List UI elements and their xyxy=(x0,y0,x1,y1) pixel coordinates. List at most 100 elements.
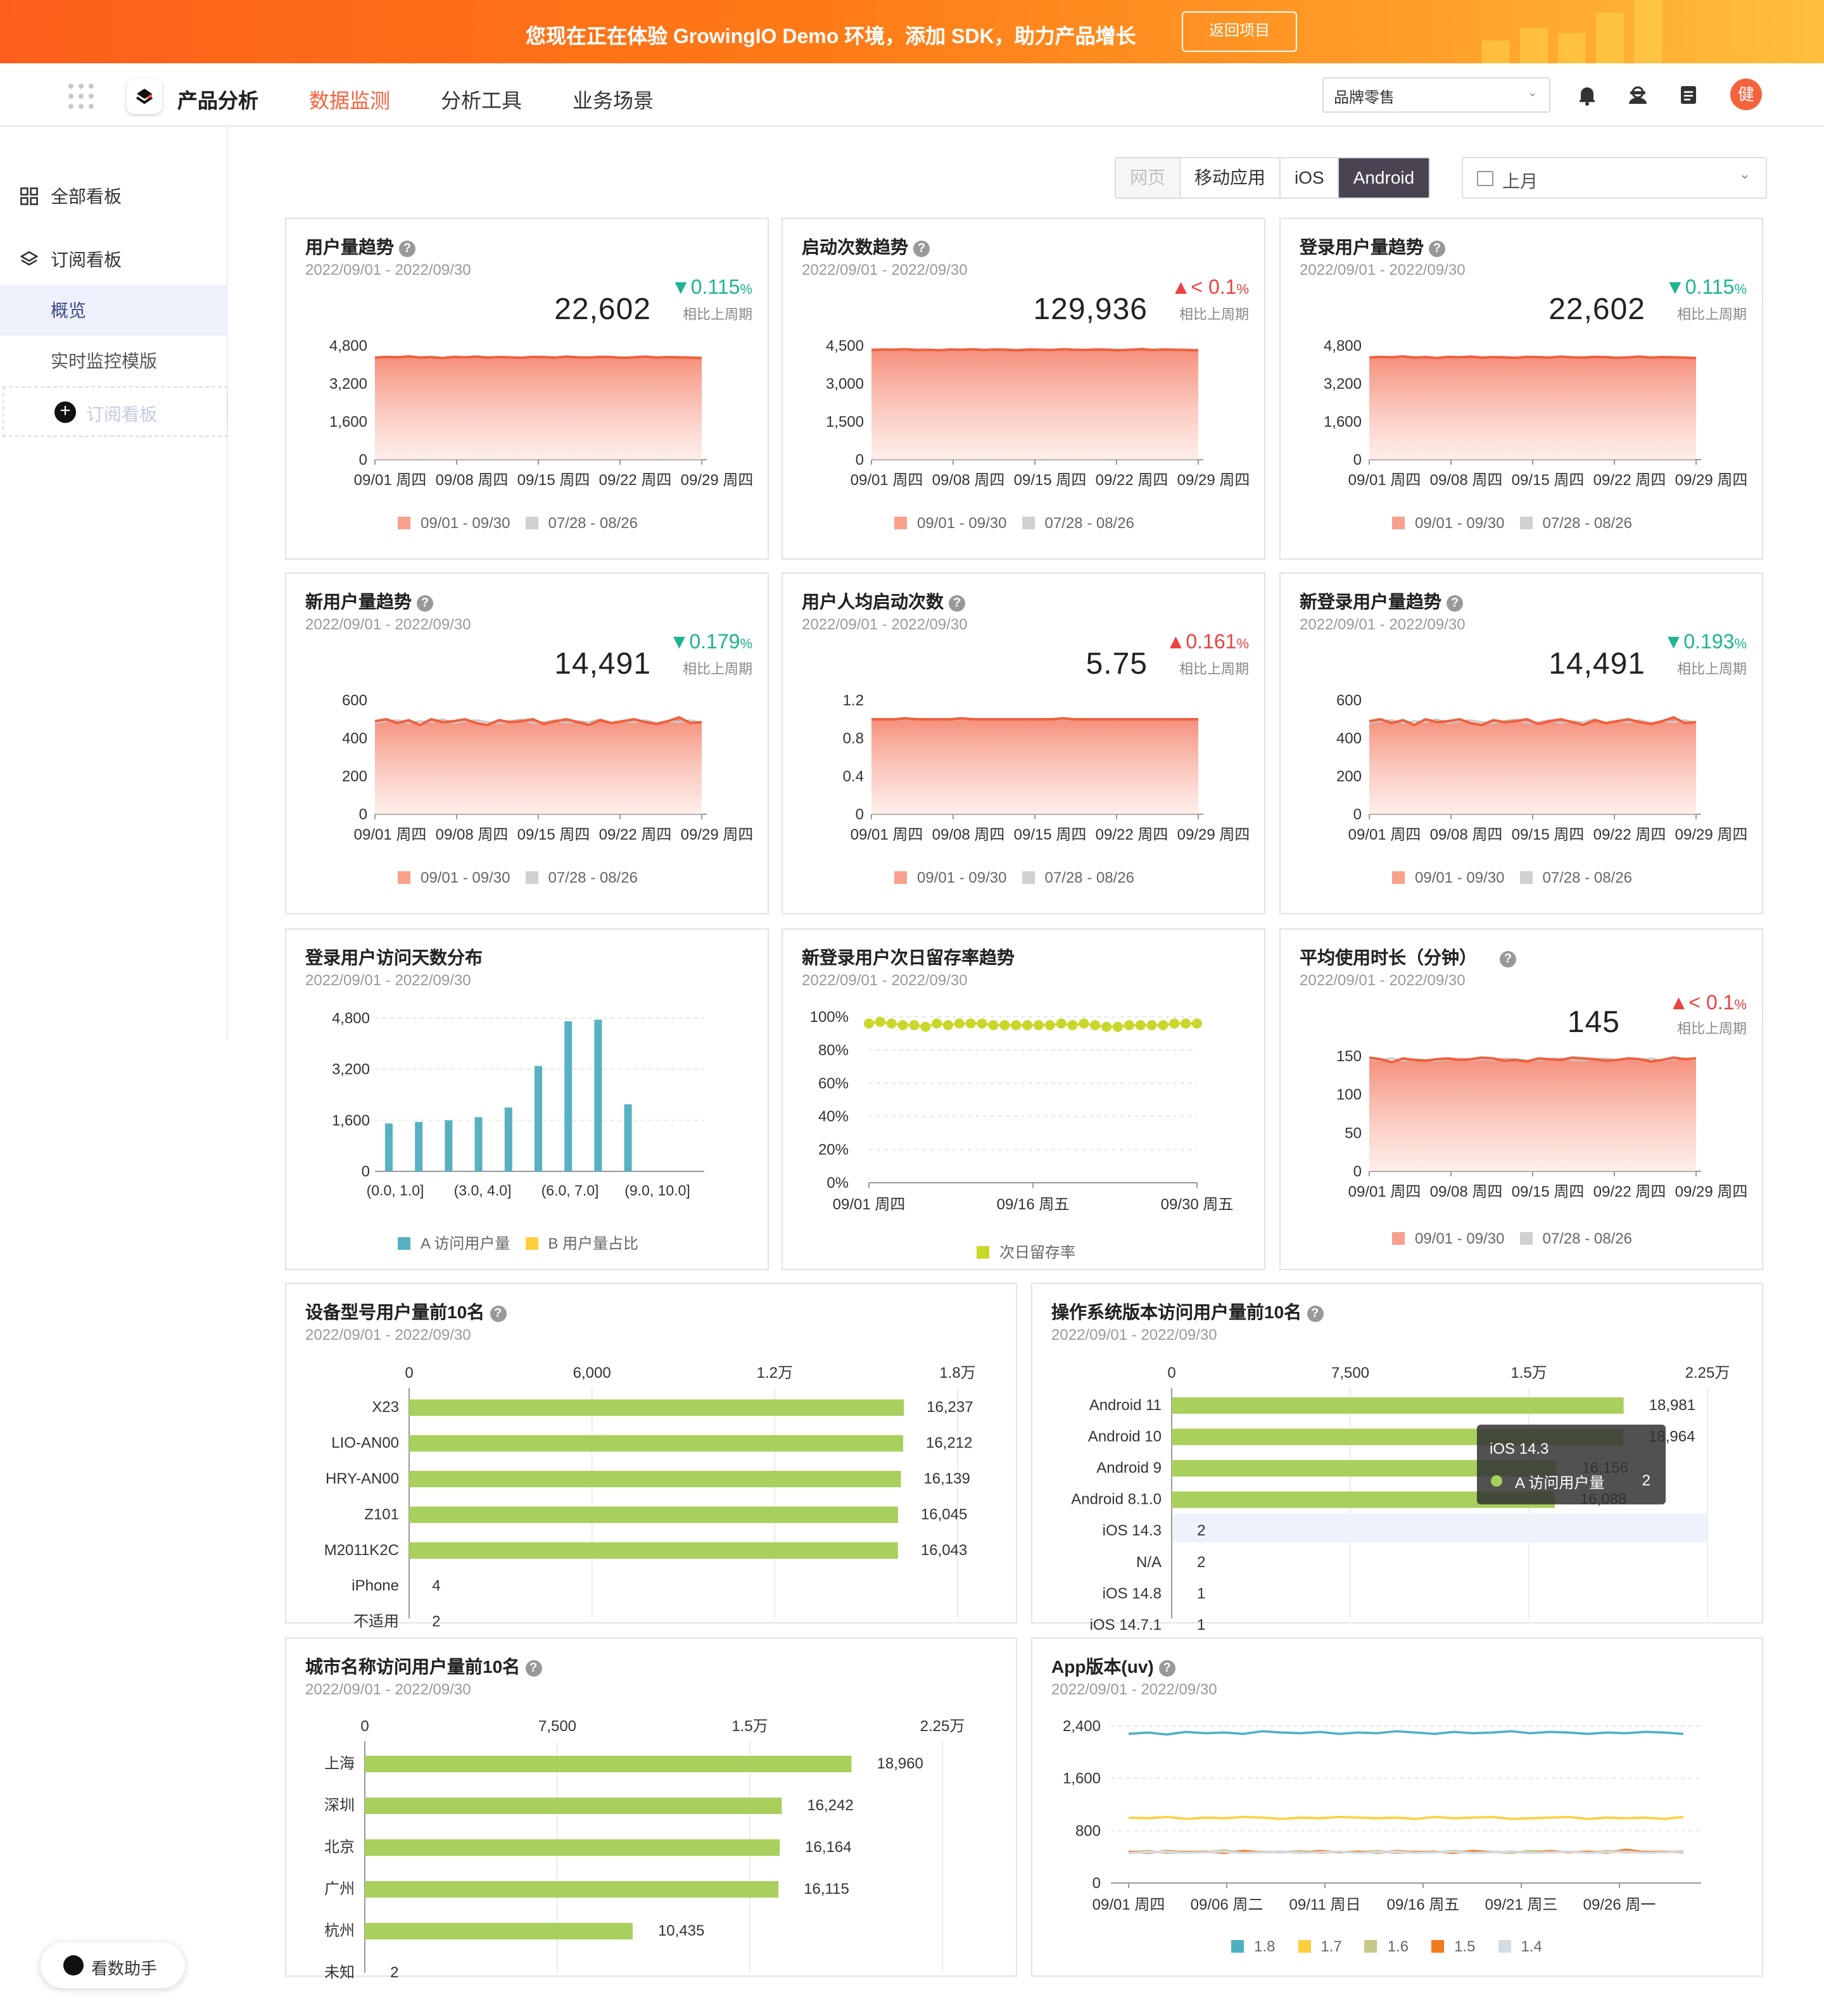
legend-item[interactable]: 09/01 - 09/30 xyxy=(398,514,510,532)
user-avatar[interactable]: 健 xyxy=(1730,79,1762,110)
add-subscribed-board-button[interactable]: + 订阅看板 xyxy=(3,386,228,437)
bar[interactable] xyxy=(594,1019,602,1171)
data-point[interactable] xyxy=(1124,1020,1134,1031)
data-point[interactable] xyxy=(1169,1018,1180,1029)
legend-item[interactable]: 07/28 - 08/26 xyxy=(1519,514,1632,532)
data-point[interactable] xyxy=(988,1020,999,1031)
help-icon[interactable]: ? xyxy=(1307,1306,1324,1322)
bar[interactable] xyxy=(365,1798,782,1814)
nav-data-monitoring[interactable]: 数据监测 xyxy=(309,91,391,113)
data-point[interactable] xyxy=(1079,1018,1089,1029)
bar[interactable] xyxy=(365,1881,779,1898)
help-icon[interactable]: ? xyxy=(525,1660,542,1677)
legend-item[interactable]: 09/01 - 09/30 xyxy=(1392,1230,1504,1247)
data-point[interactable] xyxy=(875,1016,885,1027)
legend-item[interactable]: 07/28 - 08/26 xyxy=(1022,869,1134,886)
help-icon[interactable]: ? xyxy=(913,241,930,257)
help-icon[interactable]: ? xyxy=(1158,1660,1175,1677)
brand-select[interactable]: 品牌零售 ⌄ xyxy=(1322,77,1550,113)
legend-item[interactable]: 09/01 - 09/30 xyxy=(1392,514,1504,532)
series-line-1.4[interactable] xyxy=(1128,1850,1684,1855)
help-icon[interactable]: ? xyxy=(1447,595,1463,612)
data-point[interactable] xyxy=(932,1018,942,1029)
product-analysis-title[interactable]: 产品分析 xyxy=(177,91,259,113)
series-line-current[interactable] xyxy=(374,355,702,360)
series-line-current[interactable] xyxy=(871,717,1198,721)
bar[interactable] xyxy=(415,1121,423,1171)
data-point[interactable] xyxy=(977,1018,987,1029)
bar[interactable] xyxy=(1172,1397,1624,1414)
legend-item[interactable]: 1.5 xyxy=(1431,1937,1476,1955)
data-point[interactable] xyxy=(1011,1020,1022,1031)
series-line-current[interactable] xyxy=(871,348,1199,352)
sidebar-item-all-boards[interactable]: 全部看板 xyxy=(0,171,228,222)
legend-item[interactable]: 1.7 xyxy=(1298,1937,1342,1955)
data-point[interactable] xyxy=(1112,1021,1123,1032)
apps-grid-icon[interactable] xyxy=(68,84,96,109)
legend-item[interactable]: 07/28 - 08/26 xyxy=(525,514,638,532)
legend-item[interactable]: 07/28 - 08/26 xyxy=(1519,869,1632,886)
bar[interactable] xyxy=(365,1923,633,1939)
legend-item[interactable]: 09/01 - 09/30 xyxy=(398,869,510,886)
platform-android[interactable]: Android xyxy=(1339,158,1429,198)
help-icon[interactable]: ? xyxy=(1500,951,1516,967)
bar[interactable] xyxy=(624,1104,632,1171)
data-point[interactable] xyxy=(864,1018,874,1029)
notification-bell-icon[interactable] xyxy=(1576,84,1599,106)
bar[interactable] xyxy=(409,1506,898,1523)
data-point[interactable] xyxy=(1192,1018,1202,1029)
help-icon[interactable]: ? xyxy=(490,1306,507,1322)
legend-item[interactable]: 1.6 xyxy=(1364,1937,1409,1955)
bar[interactable] xyxy=(409,1471,901,1487)
data-point[interactable] xyxy=(909,1020,920,1031)
data-point[interactable] xyxy=(920,1021,931,1032)
sidebar-item-overview[interactable]: 概览 xyxy=(0,285,228,336)
series-line-current[interactable] xyxy=(1369,1056,1697,1064)
legend-item[interactable]: 07/28 - 08/26 xyxy=(1519,1230,1632,1247)
help-icon[interactable]: ? xyxy=(949,595,965,612)
series-line-1.8[interactable] xyxy=(1128,1730,1684,1736)
sidebar-item-realtime-template[interactable]: 实时监控模版 xyxy=(0,336,228,386)
bar[interactable] xyxy=(365,1756,852,1772)
bar[interactable] xyxy=(409,1399,904,1416)
platform-web[interactable]: 网页 xyxy=(1116,158,1181,198)
legend-item[interactable]: A 访问用户量 xyxy=(398,1232,510,1254)
legend-item[interactable]: 09/01 - 09/30 xyxy=(894,514,1006,532)
data-point[interactable] xyxy=(943,1020,954,1031)
data-point[interactable] xyxy=(1056,1018,1067,1029)
data-point[interactable] xyxy=(1067,1020,1078,1031)
bar[interactable] xyxy=(409,1435,903,1452)
bar[interactable] xyxy=(409,1542,898,1559)
legend-item[interactable]: 1.8 xyxy=(1231,1937,1275,1955)
help-icon[interactable]: ? xyxy=(417,595,433,612)
nav-business-scenarios[interactable]: 业务场景 xyxy=(573,91,654,113)
legend-item[interactable]: 07/28 - 08/26 xyxy=(1022,514,1134,532)
legend-item[interactable]: 09/01 - 09/30 xyxy=(1392,869,1504,886)
bar[interactable] xyxy=(504,1107,512,1171)
legend-item[interactable]: 09/01 - 09/30 xyxy=(894,869,1006,886)
bar[interactable] xyxy=(385,1123,393,1171)
series-line-current[interactable] xyxy=(1369,355,1697,360)
bar[interactable] xyxy=(535,1066,542,1171)
sidebar-item-subscribed-boards[interactable]: 订阅看板 xyxy=(0,234,228,285)
bar[interactable] xyxy=(564,1021,573,1171)
data-point[interactable] xyxy=(886,1018,897,1029)
series-line-1.7[interactable] xyxy=(1128,1815,1684,1820)
platform-mobile-app[interactable]: 移动应用 xyxy=(1181,158,1281,198)
data-point[interactable] xyxy=(1158,1020,1168,1031)
legend-item[interactable]: 07/28 - 08/26 xyxy=(525,869,638,886)
data-point[interactable] xyxy=(1181,1018,1191,1029)
return-project-button[interactable]: 返回项目 xyxy=(1182,11,1297,52)
series-line-current[interactable] xyxy=(1369,715,1697,727)
bar[interactable] xyxy=(445,1120,453,1171)
legend-item[interactable]: B 用户量占比 xyxy=(525,1232,638,1254)
data-point[interactable] xyxy=(897,1020,908,1031)
data-point[interactable] xyxy=(965,1018,976,1029)
document-icon[interactable] xyxy=(1677,84,1700,106)
help-icon[interactable]: ? xyxy=(1429,241,1445,257)
data-point[interactable] xyxy=(1090,1020,1101,1031)
data-assistant-button[interactable]: 看数助手 xyxy=(41,1943,185,1988)
data-point[interactable] xyxy=(1022,1020,1033,1031)
platform-ios[interactable]: iOS xyxy=(1281,158,1340,198)
data-point[interactable] xyxy=(954,1018,965,1029)
